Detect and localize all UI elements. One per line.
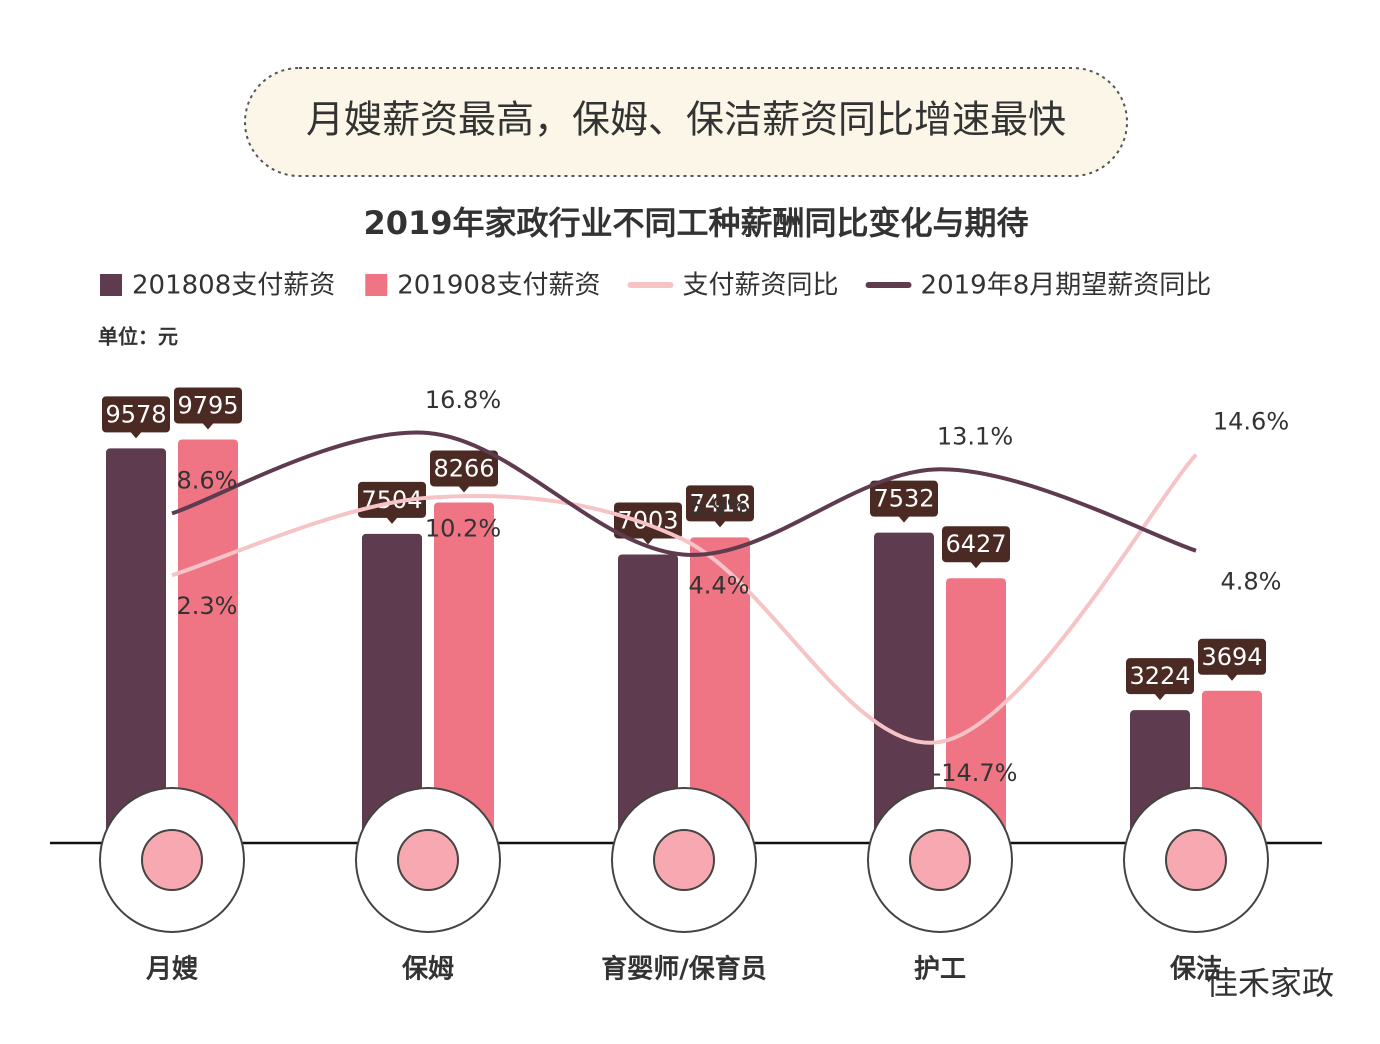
legend-swatch xyxy=(365,274,388,296)
data-label: 5.9% xyxy=(689,493,750,521)
data-label: 16.8% xyxy=(425,386,501,414)
data-label: 4.4% xyxy=(689,572,750,600)
headline: 月嫂薪资最高，保姆、保洁薪资同比增速最快 xyxy=(306,98,1066,142)
value-label: 3694 xyxy=(1201,643,1262,671)
value-label: 7418 xyxy=(689,489,750,517)
value-label-pointer xyxy=(970,561,982,569)
value-label-pointer xyxy=(642,537,654,545)
value-label-pointer xyxy=(898,515,910,523)
value-label-bg xyxy=(1198,638,1266,675)
value-label-pointer xyxy=(458,485,470,493)
line xyxy=(171,430,1197,557)
bar xyxy=(618,554,678,843)
data-label: 8.6% xyxy=(177,466,238,494)
value-label-pointer xyxy=(130,431,142,439)
watermark: 佳禾家政 xyxy=(1206,964,1334,1002)
bar xyxy=(874,532,934,843)
value-label-pointer xyxy=(386,516,398,524)
value-label: 7532 xyxy=(873,485,934,513)
value-label-bg xyxy=(358,481,426,518)
legend-label: 201908支付薪资 xyxy=(397,271,600,301)
value-label-bg xyxy=(870,480,938,517)
bar xyxy=(434,502,494,843)
bar xyxy=(946,578,1006,843)
x-tick-label: 月嫂 xyxy=(145,955,199,985)
value-label-pointer xyxy=(202,422,214,430)
icon-dot xyxy=(1165,829,1227,891)
bar xyxy=(362,533,422,843)
data-label: 13.1% xyxy=(937,422,1013,450)
data-label: 14.6% xyxy=(1213,408,1289,436)
icon-dot xyxy=(141,829,203,891)
value-label: 9578 xyxy=(105,400,166,428)
x-tick-label: 保姆 xyxy=(401,955,454,985)
value-label-bg xyxy=(102,396,170,433)
icon-dot xyxy=(397,829,459,891)
data-label: 10.2% xyxy=(425,515,501,543)
line xyxy=(171,453,1198,745)
unit-label: 单位：元 xyxy=(98,325,178,349)
legend-label: 2019年8月期望薪资同比 xyxy=(921,271,1212,301)
value-label: 8266 xyxy=(433,454,494,482)
value-label-bg xyxy=(1126,658,1194,695)
x-tick-label: 护工 xyxy=(914,955,966,985)
value-label-pointer xyxy=(1154,693,1166,701)
legend-swatch xyxy=(100,274,122,296)
value-label: 7003 xyxy=(617,506,678,534)
value-label-bg xyxy=(174,387,242,424)
bar xyxy=(106,448,166,843)
value-label: 9795 xyxy=(177,391,238,419)
value-label-pointer xyxy=(714,520,726,528)
value-label: 6427 xyxy=(945,530,1006,558)
legend-label: 201808支付薪资 xyxy=(132,271,335,301)
data-label: 2.3% xyxy=(177,592,238,620)
icon-dot xyxy=(909,829,971,891)
value-label: 3224 xyxy=(1129,662,1190,690)
chart-title: 2019年家政行业不同工种薪酬同比变化与期待 xyxy=(363,204,1028,242)
icon-dot xyxy=(653,829,715,891)
value-label-bg xyxy=(686,485,754,522)
x-tick-label: 育婴师/保育员 xyxy=(601,954,767,985)
legend-label: 支付薪资同比 xyxy=(683,271,839,301)
value-label-pointer xyxy=(1226,673,1238,681)
headline-box xyxy=(244,67,1128,177)
bar xyxy=(178,439,238,843)
value-label-bg xyxy=(430,450,498,487)
bar xyxy=(690,537,750,843)
value-label-bg xyxy=(942,526,1010,563)
x-tick-label: 保洁 xyxy=(1169,955,1222,985)
data-label: 4.8% xyxy=(1221,568,1282,596)
data-label: -14.7% xyxy=(933,759,1018,787)
